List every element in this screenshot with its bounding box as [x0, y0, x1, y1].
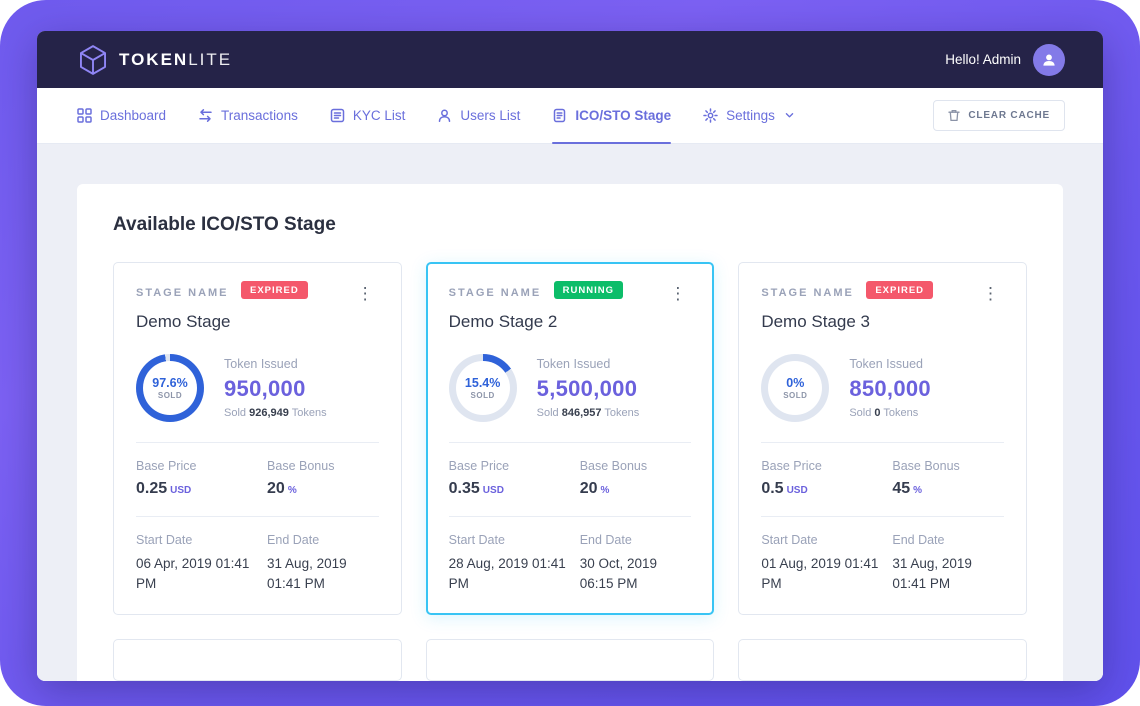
nav-label: Users List: [460, 108, 521, 123]
kebab-menu-icon[interactable]: ⋮: [981, 284, 999, 303]
stage-name: Demo Stage 3: [761, 312, 871, 331]
user-avatar[interactable]: [1033, 43, 1065, 76]
sold-donut-chart: 0% SOLD: [761, 354, 830, 422]
nav-label: KYC List: [352, 108, 406, 123]
user-avatar-icon: [1041, 52, 1057, 68]
base-bonus: Base Bonus 20%: [267, 459, 335, 497]
nav-label: Dashboard: [100, 108, 167, 123]
stage-name-label: STAGE NAME: [136, 287, 229, 299]
stage-head: STAGE NAME EXPIRED: [136, 281, 308, 302]
page-title: Available ICO/STO Stage: [113, 214, 336, 235]
main-nav: Dashboard Transactions: [37, 88, 1103, 144]
nav-label: Transactions: [221, 108, 298, 123]
dates-row: Start Date 01 Aug, 2019 01:41 PM End Dat…: [761, 516, 1004, 613]
price-bonus-row: Base Price 0.5 USD Base Bonus 45%: [761, 442, 1004, 516]
token-summary: 0% SOLD Token Issued 850,000 Sold 0: [761, 332, 1004, 442]
token-issued-value: 850,000: [849, 376, 931, 401]
stage-name: Demo Stage 2: [448, 312, 558, 331]
token-issued-value: 5,500,000: [536, 376, 638, 401]
gear-icon: [703, 108, 718, 123]
stage-name-label: STAGE NAME: [448, 287, 542, 299]
brand: TOKENLITE: [77, 44, 232, 76]
sold-donut-chart: 15.4% SOLD: [448, 354, 517, 422]
nav-item-settings[interactable]: Settings: [703, 88, 794, 144]
clear-cache-button[interactable]: CLEAR CACHE: [933, 100, 1065, 131]
nav-item-ico-sto-stage[interactable]: ICO/STO Stage: [552, 88, 671, 144]
topbar: TOKENLITE Hello! Admin: [37, 31, 1103, 88]
status-badge: EXPIRED: [866, 281, 934, 299]
nav-label: Settings: [726, 108, 775, 123]
nav-label: ICO/STO Stage: [575, 108, 672, 123]
base-price: Base Price 0.25 USD: [136, 459, 197, 497]
token-issued-label: Token Issued: [224, 357, 298, 371]
greeting-text: Hello! Admin: [945, 52, 1021, 67]
sold-donut-chart: 97.6% SOLD: [136, 354, 204, 422]
trash-icon: [948, 109, 961, 122]
sold-tokens-line: Sold 846,957 Tokens: [536, 407, 640, 419]
stage-name: Demo Stage: [136, 312, 231, 331]
stage-icon: [552, 108, 567, 123]
stage-card-demo-stage-2: STAGE NAME RUNNING ⋮ Demo Stage 2 15.4% …: [425, 262, 715, 615]
kebab-menu-icon[interactable]: ⋮: [356, 284, 374, 303]
sold-percent: 15.4%: [464, 376, 501, 390]
dates-row: Start Date 06 Apr, 2019 01:41 PM End Dat…: [136, 516, 379, 613]
stages-panel: Available ICO/STO Stage STAGE NAME EXPIR…: [77, 184, 1063, 681]
nav-items: Dashboard Transactions: [77, 88, 794, 144]
stage-name-label: STAGE NAME: [761, 287, 854, 299]
end-date: End Date 31 Aug, 2019 01:41 PM: [892, 533, 972, 592]
base-bonus: Base Bonus 45%: [892, 459, 960, 497]
stage-card-demo-stage-3: STAGE NAME EXPIRED ⋮ Demo Stage 3 0% SOL…: [738, 262, 1027, 615]
stage-head: STAGE NAME EXPIRED: [761, 281, 934, 302]
sold-label: SOLD: [470, 391, 495, 400]
end-date: End Date 30 Oct, 2019 06:15 PM: [579, 533, 657, 592]
sold-tokens-line: Sold 0 Tokens: [849, 407, 919, 419]
stage-cards-grid-partial: [113, 638, 1027, 681]
sold-label: SOLD: [783, 391, 808, 400]
stage-card: [425, 638, 715, 681]
nav-item-transactions[interactable]: Transactions: [198, 88, 298, 144]
chevron-down-icon: [785, 112, 794, 119]
app-window: TOKENLITE Hello! Admin: [37, 31, 1103, 681]
content-area: Available ICO/STO Stage STAGE NAME EXPIR…: [37, 144, 1103, 681]
sold-tokens-line: Sold 926,949 Tokens: [224, 407, 327, 419]
start-date: Start Date 01 Aug, 2019 01:41 PM: [761, 533, 879, 592]
token-summary: 97.6% SOLD Token Issued 950,000 Sold 926…: [136, 332, 379, 442]
stage-cards-grid: STAGE NAME EXPIRED ⋮ Demo Stage 97.6% SO…: [113, 262, 1027, 615]
base-price: Base Price 0.35 USD: [448, 459, 510, 497]
start-date: Start Date 06 Apr, 2019 01:41 PM: [136, 533, 250, 592]
base-price: Base Price 0.5 USD: [761, 459, 822, 497]
brand-name: TOKENLITE: [119, 49, 233, 69]
users-icon: [437, 108, 452, 123]
token-issued-value: 950,000: [224, 376, 306, 401]
status-badge: RUNNING: [553, 281, 623, 299]
nav-item-dashboard[interactable]: Dashboard: [77, 88, 166, 144]
kebab-menu-icon[interactable]: ⋮: [669, 284, 687, 303]
token-summary: 15.4% SOLD Token Issued 5,500,000 Sold 8…: [448, 332, 692, 442]
token-issued-label: Token Issued: [536, 357, 611, 371]
end-date: End Date 31 Aug, 2019 01:41 PM: [267, 533, 347, 592]
sold-percent: 0%: [786, 376, 805, 390]
sold-percent: 97.6%: [152, 376, 188, 390]
sold-label: SOLD: [157, 391, 183, 400]
transfer-icon: [198, 108, 213, 123]
nav-item-users-list[interactable]: Users List: [437, 88, 520, 144]
stage-head: STAGE NAME RUNNING: [448, 281, 623, 302]
price-bonus-row: Base Price 0.25 USD Base Bonus 20%: [136, 442, 379, 516]
price-bonus-row: Base Price 0.35 USD Base Bonus 20%: [448, 442, 692, 516]
token-issued-label: Token Issued: [849, 357, 923, 371]
grid-icon: [77, 108, 92, 123]
user-menu: Hello! Admin: [945, 43, 1065, 76]
stage-card: [738, 638, 1027, 681]
cube-logo-icon: [77, 44, 109, 76]
status-badge: EXPIRED: [240, 281, 308, 299]
list-icon: [330, 108, 345, 123]
start-date: Start Date 28 Aug, 2019 01:41 PM: [448, 533, 566, 592]
stage-card: [113, 638, 402, 681]
nav-item-kyc-list[interactable]: KYC List: [330, 88, 406, 144]
clear-cache-label: CLEAR CACHE: [968, 110, 1050, 121]
dates-row: Start Date 28 Aug, 2019 01:41 PM End Dat…: [448, 516, 692, 613]
base-bonus: Base Bonus 20%: [579, 459, 648, 497]
stage-card-demo-stage: STAGE NAME EXPIRED ⋮ Demo Stage 97.6% SO…: [113, 262, 402, 615]
